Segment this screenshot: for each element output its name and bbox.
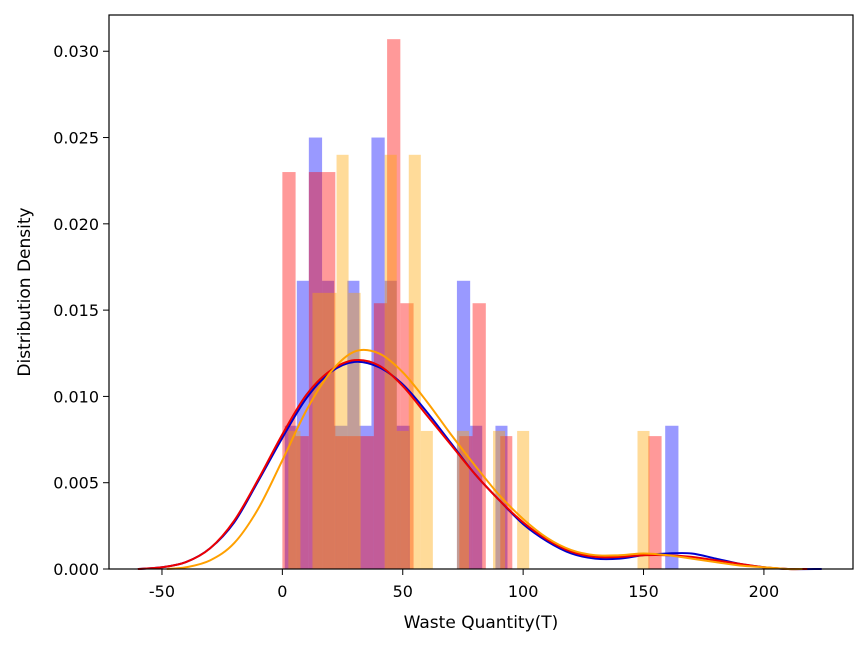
hist-bar-series-2-1	[312, 292, 325, 569]
hist-bar-series-2-6	[396, 430, 409, 569]
y-axis-ticks: 0.000 0.005 0.010 0.015 0.020 0.025 0.030	[53, 42, 109, 579]
x-tick-label: 200	[749, 582, 780, 601]
hist-bar-series-1-0	[282, 172, 296, 569]
hist-bar-series-0-3	[322, 280, 335, 569]
hist-bar-series-2-12	[637, 430, 650, 569]
hist-bar-series-0-13	[665, 425, 679, 569]
hist-bar-series-0-4	[334, 425, 348, 569]
hist-bar-series-2-2	[324, 292, 337, 569]
hist-bar-series-2-3	[336, 154, 349, 570]
hist-bar-series-0-9	[396, 425, 410, 569]
x-tick-label: -50	[149, 582, 175, 601]
hist-bar-series-2-9	[456, 430, 469, 569]
y-tick-label: 0.025	[53, 129, 99, 148]
x-tick-label: 0	[277, 582, 287, 601]
hist-bar-series-1-1	[295, 436, 309, 569]
x-tick-label: 150	[628, 582, 659, 601]
histogram-bars	[282, 39, 679, 570]
y-tick-label: 0.005	[53, 474, 99, 493]
kde-line-series-1	[137, 358, 808, 571]
x-tick-label: 50	[393, 582, 413, 601]
hist-bar-series-2-8	[420, 430, 433, 569]
y-axis-label: Distribution Density	[15, 207, 35, 376]
hist-bar-series-2-0	[288, 430, 301, 569]
hist-bar-series-1-2	[308, 172, 323, 569]
hist-bar-series-0-8	[384, 280, 397, 569]
hist-bar-series-1-10	[459, 436, 473, 569]
hist-bar-series-1-5	[348, 436, 361, 569]
hist-bar-series-0-0	[284, 425, 297, 569]
hist-bar-series-2-11	[517, 430, 530, 569]
hist-bar-series-1-13	[648, 436, 662, 569]
plot-frame	[108, 14, 854, 570]
y-tick-label: 0.015	[53, 301, 99, 320]
y-tick-label: 0.010	[53, 387, 99, 406]
hist-bar-series-1-11	[472, 303, 486, 569]
y-tick-label: 0.020	[53, 215, 99, 234]
hist-bar-series-1-8	[387, 39, 401, 570]
hist-bar-series-0-1	[296, 280, 309, 569]
x-axis-label: Waste Quantity(T)	[404, 613, 559, 633]
hist-bar-series-0-2	[308, 137, 323, 569]
hist-bar-series-1-3	[322, 172, 336, 569]
kde-curves	[137, 348, 822, 571]
kde-line-series-2	[166, 348, 803, 571]
hist-bar-series-0-11	[470, 425, 483, 569]
hist-bar-series-0-6	[359, 425, 372, 569]
hist-bar-series-1-9	[400, 303, 414, 569]
x-axis-ticks: -50 0 50 100 150 200	[149, 569, 779, 601]
x-tick-label: 100	[508, 582, 539, 601]
hist-bar-series-1-6	[360, 436, 374, 569]
hist-bar-series-1-4	[335, 436, 349, 569]
hist-bar-series-2-7	[408, 154, 421, 570]
y-tick-label: 0.000	[53, 560, 99, 579]
hist-bar-series-2-4	[348, 292, 361, 569]
y-tick-label: 0.030	[53, 42, 99, 61]
hist-bar-series-0-10	[456, 280, 471, 569]
